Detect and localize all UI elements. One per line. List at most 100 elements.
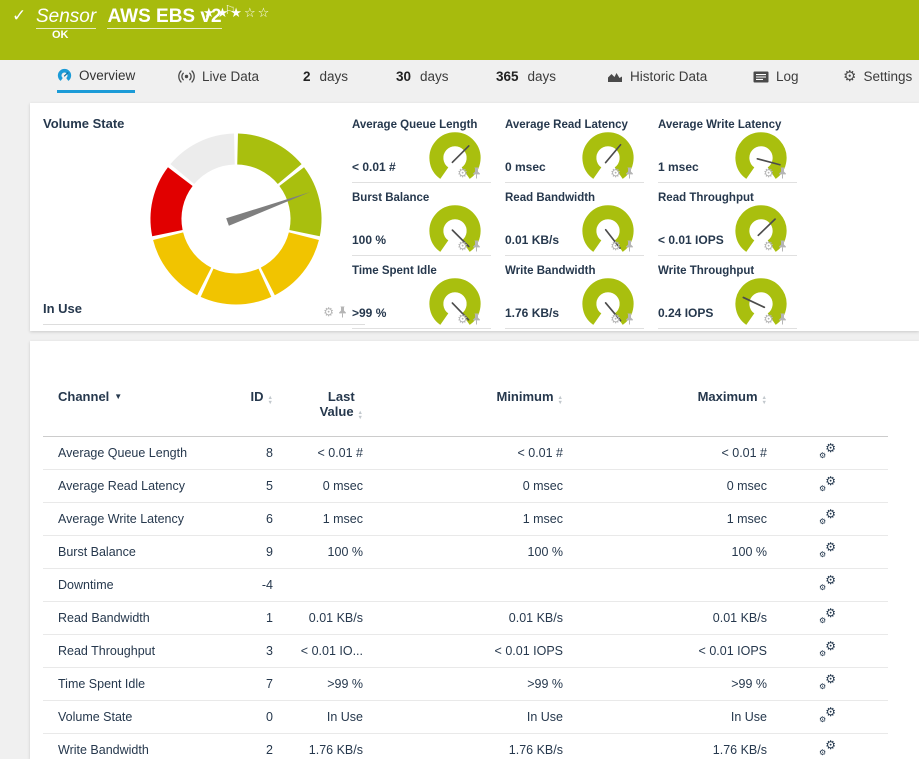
gauge-cell-write-throughput: Write Throughput 0.24 IOPS ⚙ (658, 256, 811, 329)
channel-id: 9 (228, 535, 273, 569)
gauge-title: Average Write Latency (658, 119, 782, 131)
gear-icon[interactable]: ⚙ (610, 166, 621, 180)
channel-settings-icon[interactable]: ⚙ ⚙ (819, 738, 836, 757)
channel-minimum: < 0.01 # (363, 436, 563, 470)
pin-icon[interactable] (625, 240, 634, 252)
channel-last-value: 1.76 KB/s (273, 733, 363, 759)
pin-icon[interactable] (778, 313, 787, 325)
channel-maximum: >99 % (563, 667, 767, 701)
channel-name[interactable]: Read Throughput (43, 634, 228, 668)
radial-gauge (582, 205, 634, 252)
log-icon (753, 71, 769, 83)
tab-365-days[interactable]: 365 days (496, 60, 556, 93)
tab-settings[interactable]: ⚙ Settings (843, 60, 912, 93)
gauge-value: 0.24 IOPS (658, 306, 714, 320)
sensor-status-badge: OK (52, 29, 69, 41)
tab-historic-data[interactable]: Historic Data (607, 60, 707, 93)
gauge-cell-average-write-latency: Average Write Latency 1 msec ⚙ (658, 110, 811, 183)
channel-id: 3 (228, 634, 273, 668)
sensor-name[interactable]: AWS EBS v2 (107, 6, 222, 29)
channel-name[interactable]: Downtime (43, 568, 228, 602)
channel-settings-icon[interactable]: ⚙ ⚙ (819, 507, 836, 526)
gear-icon[interactable]: ⚙ (763, 239, 774, 253)
channel-minimum: 0.01 KB/s (363, 601, 563, 635)
tab-bar: Overview Live Data 2 days 30 days 365 days Histo… (0, 60, 919, 96)
gauge-value: 0 msec (505, 160, 546, 174)
channel-settings-icon[interactable]: ⚙ ⚙ (819, 705, 836, 724)
gear-icon[interactable]: ⚙ (457, 312, 468, 326)
sensor-title[interactable]: Sensor AWS EBS v2 ⚐ (36, 3, 235, 29)
gear-icon[interactable]: ⚙ (457, 166, 468, 180)
channel-name[interactable]: Write Bandwidth (43, 733, 228, 759)
channel-name[interactable]: Read Bandwidth (43, 601, 228, 635)
tab-log[interactable]: Log (753, 60, 799, 93)
gear-icon[interactable]: ⚙ (763, 312, 774, 326)
channel-settings-icon[interactable]: ⚙ ⚙ (819, 573, 836, 592)
table-row-average-write-latency: Average Write Latency 6 1 msec 1 msec 1 msec… (43, 502, 888, 536)
channel-name[interactable]: Average Write Latency (43, 502, 228, 536)
sort-icon: ▲ ▼ (557, 395, 563, 406)
column-header-minimum[interactable]: Minimum ▲ ▼ (363, 377, 563, 437)
tab-30-days[interactable]: 30 days (396, 60, 449, 93)
pin-icon[interactable] (625, 313, 634, 325)
channel-id: 8 (228, 436, 273, 470)
gauge-title: Read Throughput (658, 192, 754, 204)
pin-icon[interactable] (472, 313, 481, 325)
tab-live-data[interactable]: Live Data (178, 60, 259, 93)
column-header-maximum[interactable]: Maximum ▲ ▼ (563, 377, 767, 437)
channel-maximum: < 0.01 # (563, 436, 767, 470)
pin-icon[interactable] (338, 306, 347, 318)
channel-last-value: 0 msec (273, 469, 363, 503)
channel-settings-icon[interactable]: ⚙ ⚙ (819, 639, 836, 658)
channel-maximum: < 0.01 IOPS (563, 634, 767, 668)
channel-name[interactable]: Average Read Latency (43, 469, 228, 503)
table-row-average-read-latency: Average Read Latency 5 0 msec 0 msec 0 msec ⚙… (43, 469, 888, 503)
channel-id: 0 (228, 700, 273, 734)
channel-settings-icon[interactable]: ⚙ ⚙ (819, 441, 836, 460)
channel-name[interactable]: Average Queue Length (43, 436, 228, 470)
pin-icon[interactable] (778, 240, 787, 252)
pin-icon[interactable] (472, 240, 481, 252)
column-header-channel[interactable]: Channel ▼ (43, 377, 228, 437)
gear-icon[interactable]: ⚙ (457, 239, 468, 253)
tab-overview[interactable]: Overview (57, 60, 136, 93)
channel-last-value (273, 568, 363, 602)
gauge-value: 1.76 KB/s (505, 306, 560, 320)
gear-icon[interactable]: ⚙ (323, 304, 334, 319)
channel-last-value: 100 % (273, 535, 363, 569)
radial-gauge (429, 278, 481, 325)
channel-settings-icon[interactable]: ⚙ ⚙ (819, 606, 836, 625)
priority-flag-icon[interactable]: ⚐ (224, 3, 236, 17)
channel-maximum: 1 msec (563, 502, 767, 536)
tab-range-number: 30 (396, 69, 412, 84)
channel-minimum: < 0.01 IOPS (363, 634, 563, 668)
channel-settings-icon[interactable]: ⚙ ⚙ (819, 672, 836, 691)
column-header-last-value[interactable]: Last Value ▲ ▼ (273, 377, 363, 437)
priority-star-rating[interactable]: ★★★☆☆ (203, 5, 272, 20)
gauge-title: Write Bandwidth (505, 265, 596, 277)
tab-2-days[interactable]: 2 days (303, 60, 348, 93)
channel-name[interactable]: Burst Balance (43, 535, 228, 569)
sort-icon: ▲ ▼ (761, 395, 767, 406)
gear-icon[interactable]: ⚙ (610, 312, 621, 326)
channel-name[interactable]: Volume State (43, 700, 228, 734)
tab-label: Live Data (202, 69, 260, 84)
gauge-value: < 0.01 IOPS (658, 233, 724, 247)
gear-icon[interactable]: ⚙ (610, 239, 621, 253)
column-header-id[interactable]: ID ▲ ▼ (228, 377, 273, 437)
channel-name[interactable]: Time Spent Idle (43, 667, 228, 701)
channel-minimum: 1 msec (363, 502, 563, 536)
pin-icon[interactable] (778, 167, 787, 179)
gauge-cell-read-throughput: Read Throughput < 0.01 IOPS ⚙ (658, 183, 811, 256)
tab-range-number: 2 (303, 69, 311, 84)
gear-icon[interactable]: ⚙ (763, 166, 774, 180)
volume-state-gauge (150, 133, 322, 305)
channel-settings-icon[interactable]: ⚙ ⚙ (819, 474, 836, 493)
channel-settings-icon[interactable]: ⚙ ⚙ (819, 540, 836, 559)
channel-maximum: 0 msec (563, 469, 767, 503)
tab-label: days (319, 69, 349, 84)
pin-icon[interactable] (625, 167, 634, 179)
volume-state-footer: In Use ⚙ (43, 299, 365, 325)
pin-icon[interactable] (472, 167, 481, 179)
